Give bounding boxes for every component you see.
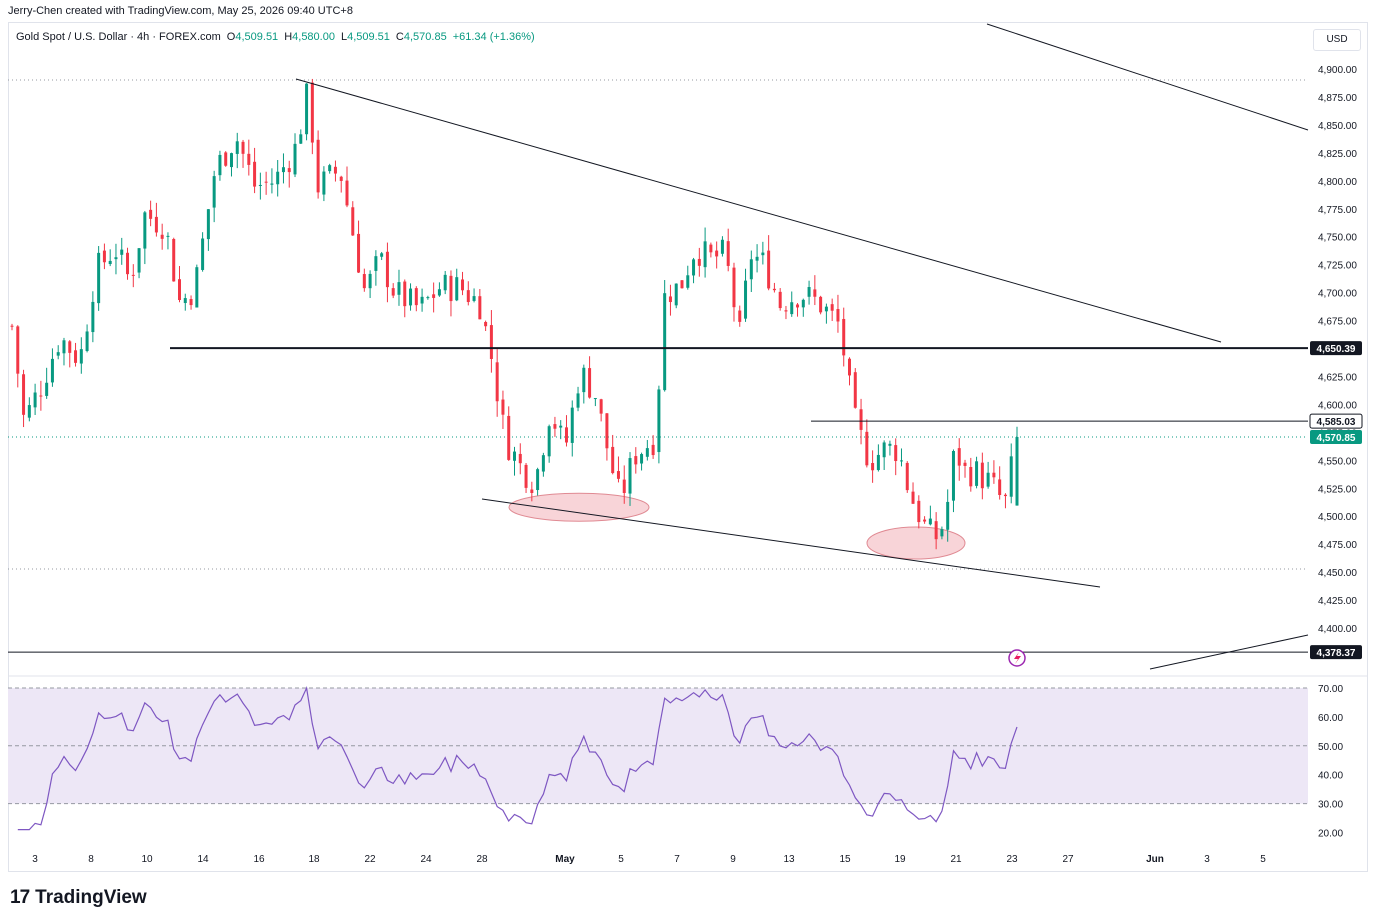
open-label: O [226,31,236,43]
low-value: 4,509.51 [347,31,390,43]
close-label: C [395,31,404,43]
brand-name: TradingView [35,887,147,908]
high-value: 4,580.00 [292,31,335,43]
tradingview-logo-icon: 17 [10,887,30,908]
close-value: 4,570.85 [403,31,447,43]
symbol-legend[interactable]: Gold Spot / U.S. Dollar · 4h · FOREX.com… [16,31,535,43]
currency-button[interactable]: USD [1313,29,1361,51]
low-label: L [340,31,348,43]
high-label: H [284,31,293,43]
open-value: 4,509.51 [235,31,279,43]
change-value: +61.34 (+1.36%) [452,31,535,43]
chart-credit: Jerry-Chen created with TradingView.com,… [8,5,353,17]
symbol-name[interactable]: Gold Spot / U.S. Dollar · 4h · FOREX.com [16,31,221,43]
tradingview-brand: 17 TradingView [10,887,147,909]
chart-frame [8,22,1368,872]
